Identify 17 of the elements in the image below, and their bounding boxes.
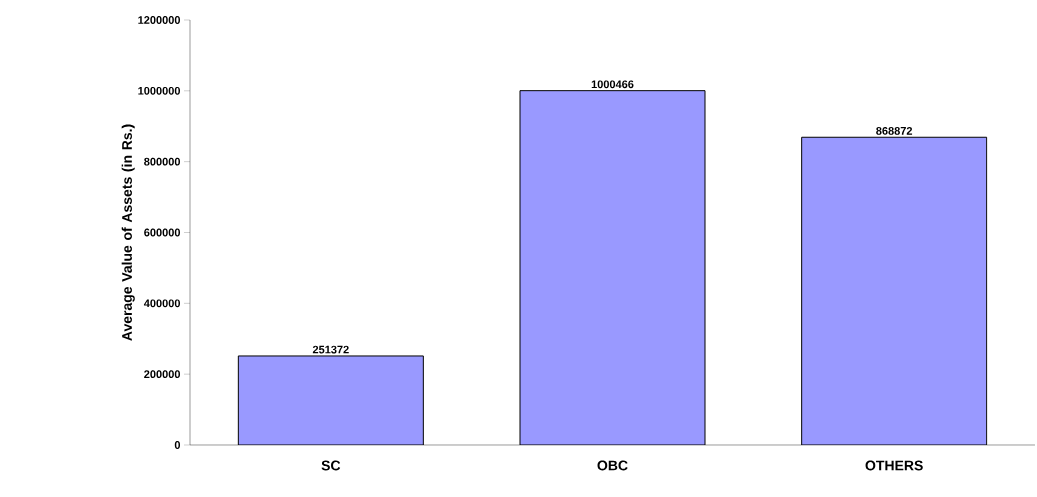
y-tick-label: 0	[174, 441, 181, 449]
y-tick-label: 400000	[143, 299, 181, 308]
y-tick-label: 1000000	[138, 86, 181, 95]
data-label: 251372	[312, 345, 349, 354]
data-label: 868872	[876, 126, 913, 135]
y-axis-title: Average Value of Assets (in Rs.)	[121, 124, 135, 341]
y-tick-label: 600000	[144, 228, 181, 237]
bar	[237, 355, 424, 445]
y-tick-label: 200000	[144, 370, 181, 379]
bar	[801, 136, 988, 445]
y-tick-label: 1200000	[138, 16, 181, 24]
x-tick-label: OBC	[597, 460, 628, 471]
bar	[519, 90, 706, 445]
x-tick-label: SC	[321, 460, 341, 471]
y-tick-label: 800000	[144, 157, 181, 166]
x-tick-label: OTHERS	[865, 460, 923, 471]
data-label: 1000466	[591, 80, 634, 89]
